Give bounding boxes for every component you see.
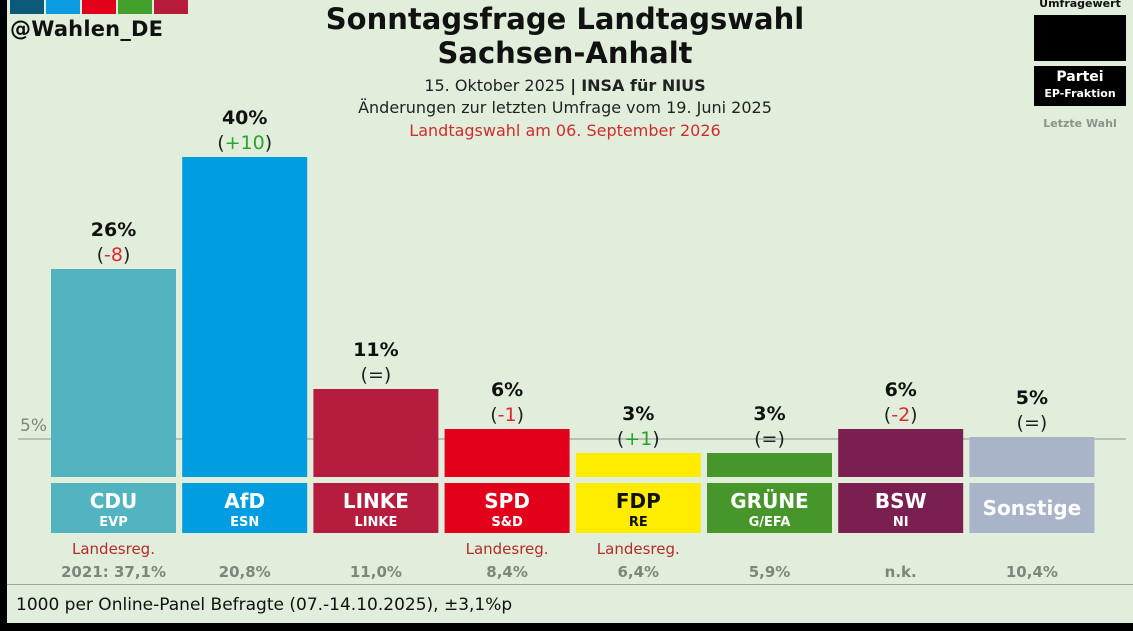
bar-cdu <box>51 269 176 477</box>
value-label: 6% <box>885 379 917 401</box>
party-name: FDP <box>616 489 661 513</box>
legend: Umfragewert Partei EP-Fraktion Letzte Wa… <box>1034 0 1126 130</box>
party-box-cdu <box>51 483 176 533</box>
account-handle: @Wahlen_DE <box>10 17 164 41</box>
party-box-bsw <box>838 483 964 533</box>
chart-title: Sonntagsfrage Landtagswahl Sachsen-Anhal… <box>265 2 865 70</box>
party-name: SPD <box>484 489 530 513</box>
party-name: Sonstige <box>983 496 1082 520</box>
separator: | <box>570 76 577 95</box>
change-label: (+10) <box>217 132 272 154</box>
value-label: 5% <box>1016 387 1048 409</box>
legend-party-swatch: Partei EP-Fraktion <box>1034 66 1126 106</box>
ep-fraction: EVP <box>99 515 127 530</box>
legend-value-swatch <box>1034 15 1126 61</box>
footer-divider <box>7 584 1133 585</box>
bar-sonstige <box>969 437 1095 477</box>
change-label: (=) <box>754 428 785 450</box>
ep-fraction: NI <box>893 515 909 530</box>
logo-color-squares <box>10 0 188 14</box>
bar-fdp <box>575 453 701 477</box>
title-line-2: Sachsen-Anhalt <box>437 36 693 70</box>
logo-square <box>10 0 44 14</box>
change-label: (-8) <box>97 244 131 266</box>
legend-fraction-label: EP-Fraktion <box>1044 87 1116 100</box>
last-election-value: 11,0% <box>350 563 402 581</box>
ep-fraction: LINKE <box>354 515 397 530</box>
bar-bsw <box>838 429 964 477</box>
change-label: (-1) <box>490 404 524 426</box>
party-box-spd <box>444 483 570 533</box>
value-label: 11% <box>353 339 398 361</box>
logo-square <box>118 0 152 14</box>
value-label: 26% <box>91 219 136 241</box>
value-label: 40% <box>222 107 267 129</box>
logo-square <box>46 0 80 14</box>
last-election-value: 20,8% <box>219 563 271 581</box>
last-election-value: 6,4% <box>617 563 659 581</box>
value-label: 3% <box>753 403 785 425</box>
subtitle-date-institute: 15. Oktober 2025 | INSA für NIUS <box>265 76 865 96</box>
ep-fraction: S&D <box>491 515 523 530</box>
party-name: BSW <box>875 489 927 513</box>
party-name: AfD <box>224 489 265 513</box>
legend-value-label: Umfragewert <box>1039 0 1121 10</box>
bar-linke <box>313 389 439 477</box>
change-label: (=) <box>1017 412 1048 434</box>
value-label: 6% <box>491 379 523 401</box>
change-label: (-2) <box>884 404 918 426</box>
bar-grüne <box>707 453 832 477</box>
ep-fraction: RE <box>629 515 648 530</box>
last-election-value: 10,4% <box>1006 563 1058 581</box>
party-name: CDU <box>90 489 138 513</box>
government-label: Landesreg. <box>72 540 155 558</box>
legend-party-label: Partei <box>1056 69 1104 85</box>
bar-afd <box>182 157 308 477</box>
party-name: LINKE <box>343 489 409 513</box>
logo-square <box>82 0 116 14</box>
threshold-label: 5% <box>20 416 47 436</box>
party-box-grüne <box>707 483 832 533</box>
change-label: (=) <box>361 364 392 386</box>
changes-note: Änderungen zur letzten Umfrage vom 19. J… <box>358 98 772 117</box>
government-label: Landesreg. <box>597 540 680 558</box>
logo-square <box>154 0 188 14</box>
institute: INSA für NIUS <box>581 76 706 95</box>
election-date: Landtagswahl am 06. September 2026 <box>409 121 721 140</box>
party-box-afd <box>182 483 308 533</box>
last-election-value: n.k. <box>885 563 917 581</box>
chart-header: Sonntagsfrage Landtagswahl Sachsen-Anhal… <box>265 0 865 142</box>
footer-note: 1000 per Online-Panel Befragte (07.-14.1… <box>16 595 513 615</box>
last-election-value: 5,9% <box>749 563 791 581</box>
poll-date: 15. Oktober 2025 <box>424 76 566 95</box>
government-label: Landesreg. <box>466 540 549 558</box>
ep-fraction: G/EFA <box>749 515 791 530</box>
party-box-sonstige <box>969 483 1095 533</box>
last-election-value: 2021: 37,1% <box>61 563 166 581</box>
party-box-linke <box>313 483 439 533</box>
change-label: (+1) <box>617 428 660 450</box>
last-election-value: 8,4% <box>486 563 528 581</box>
ep-fraction: ESN <box>230 515 259 530</box>
legend-last-election-label: Letzte Wahl <box>1043 117 1117 130</box>
title-line-1: Sonntagsfrage Landtagswahl <box>325 2 805 36</box>
value-label: 3% <box>622 403 654 425</box>
party-box-fdp <box>575 483 701 533</box>
bar-spd <box>444 429 570 477</box>
party-name: GRÜNE <box>730 489 808 513</box>
